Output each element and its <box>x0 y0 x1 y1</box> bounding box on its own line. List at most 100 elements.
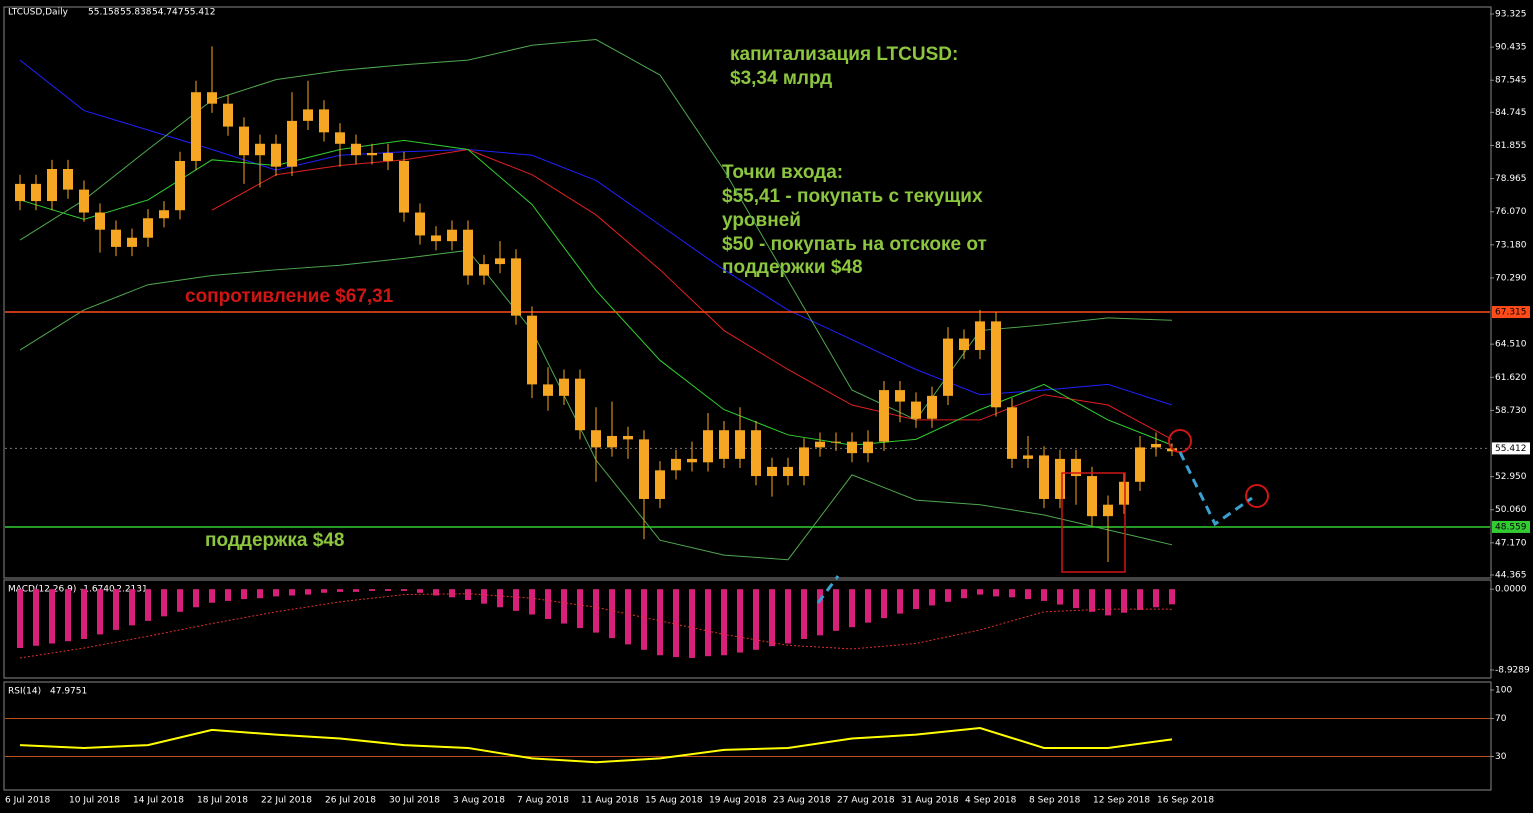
x-tick-label: 11 Aug 2018 <box>581 796 639 806</box>
x-tick-label: 7 Aug 2018 <box>517 796 569 806</box>
x-tick-label: 23 Aug 2018 <box>773 796 831 806</box>
price-label: 55.412 <box>1495 444 1527 454</box>
macd-bar <box>225 589 231 601</box>
candle-body <box>47 168 57 202</box>
candle-body <box>175 160 185 211</box>
candle-body <box>367 152 377 156</box>
candle-body <box>623 435 633 440</box>
candle-body <box>287 120 297 167</box>
macd-bar <box>897 589 903 614</box>
y-tick-label: 93.325 <box>1495 10 1527 20</box>
macd-bar <box>865 589 871 623</box>
candle-body <box>15 183 25 202</box>
candle-body <box>575 378 585 431</box>
x-tick-label: 19 Aug 2018 <box>709 796 767 806</box>
macd-bar <box>977 589 983 595</box>
macd-bar <box>1105 589 1111 616</box>
x-tick-label: 4 Sep 2018 <box>965 796 1017 806</box>
candle-body <box>399 160 409 213</box>
resistance-label: сопротивление $67,31 <box>185 286 394 307</box>
macd-bar <box>257 589 263 599</box>
candle-body <box>447 229 457 242</box>
macd-bar <box>465 589 471 601</box>
y-tick-label: 30 <box>1495 752 1507 762</box>
y-tick-label: 52.950 <box>1495 472 1527 482</box>
macd-bar <box>593 589 599 633</box>
candle-body <box>959 338 969 351</box>
candle-body <box>479 264 489 276</box>
candle-body <box>271 143 281 167</box>
y-tick-label: 100 <box>1495 686 1512 696</box>
candle-body <box>655 470 665 499</box>
macd-bar <box>481 589 487 604</box>
macd-bar <box>65 589 71 642</box>
macd-bar <box>577 589 583 629</box>
candle-body <box>911 401 921 419</box>
level-label: 67.315 <box>1495 308 1527 318</box>
macd-bar <box>737 589 743 653</box>
candle-body <box>111 229 121 247</box>
x-tick-label: 12 Sep 2018 <box>1093 796 1150 806</box>
macd-bar <box>1057 589 1063 605</box>
candle-body <box>975 321 985 351</box>
macd-title: MACD(12,26,9) <box>8 585 76 595</box>
y-tick-label: 64.510 <box>1495 340 1527 350</box>
y-tick-label: 0.0000 <box>1495 585 1527 595</box>
level-label: 48.559 <box>1495 522 1527 532</box>
macd-bar <box>161 589 167 617</box>
candle-body <box>1087 476 1097 517</box>
macd-bar <box>433 589 439 596</box>
candle-body <box>143 218 153 238</box>
candle-body <box>831 441 841 443</box>
level-box <box>1492 520 1530 533</box>
open-readout: 55.158 <box>88 8 120 18</box>
macd-bar <box>1041 589 1047 601</box>
symbol: LTCUSD,Daily <box>8 8 69 18</box>
macd-bar <box>1137 589 1143 610</box>
x-tick-label: 15 Aug 2018 <box>645 796 703 806</box>
candle-body <box>79 189 89 213</box>
candle-body <box>735 430 745 459</box>
candle-body <box>559 378 569 396</box>
macd-bar <box>497 589 503 608</box>
macd-bar <box>673 589 679 658</box>
macd-bar <box>1089 589 1095 612</box>
price-box <box>1492 442 1530 455</box>
rsi-title: RSI(14) <box>8 687 41 697</box>
highlight-box <box>1061 472 1126 573</box>
x-tick-label: 22 Jul 2018 <box>261 796 312 806</box>
candle-body <box>63 168 73 190</box>
annotation: $3,34 млрд <box>730 68 832 89</box>
macd-bar <box>689 589 695 658</box>
macd-bar <box>337 589 343 592</box>
x-tick-label: 14 Jul 2018 <box>133 796 184 806</box>
macd-bar <box>1153 589 1159 608</box>
main-panel <box>3 6 1492 579</box>
entry-circle <box>1245 484 1269 508</box>
candle-body <box>991 321 1001 408</box>
y-tick-label: 81.855 <box>1495 141 1527 151</box>
y-tick-label: 90.435 <box>1495 43 1527 53</box>
macd-bar <box>273 589 279 597</box>
indicator-line <box>19 59 1173 406</box>
y-tick-label: -8.9289 <box>1495 666 1530 676</box>
candle-body <box>895 390 905 402</box>
macd-bar <box>833 589 839 631</box>
close-readout: 55.412 <box>184 8 216 18</box>
candle-body <box>1135 447 1145 482</box>
macd-bar <box>1121 589 1127 613</box>
x-tick-label: 8 Sep 2018 <box>1029 796 1081 806</box>
candle-body <box>607 435 617 448</box>
macd-bar <box>785 589 791 644</box>
y-tick-label: 44.365 <box>1495 570 1527 580</box>
y-tick-label: 70 <box>1495 714 1507 724</box>
x-tick-label: 18 Jul 2018 <box>197 796 248 806</box>
macd-bar <box>561 589 567 624</box>
rsi-line <box>19 726 1173 764</box>
candle-body <box>815 441 825 448</box>
macd-bar <box>513 589 519 611</box>
macd-bar <box>609 589 615 639</box>
candle-body <box>159 210 169 219</box>
candle-body <box>767 466 777 477</box>
macd-bar <box>209 589 215 603</box>
